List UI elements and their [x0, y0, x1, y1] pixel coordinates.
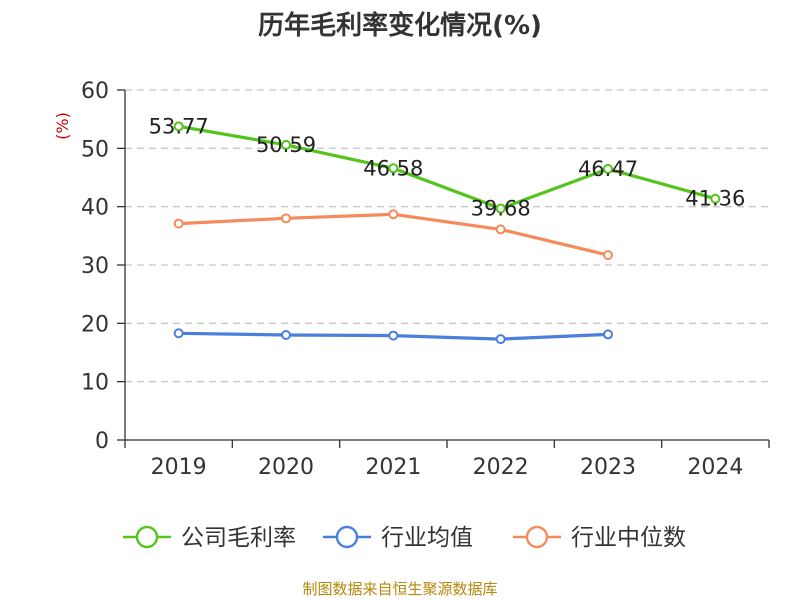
data-point: [495, 224, 506, 235]
data-point: [281, 139, 291, 150]
data-point: [173, 328, 184, 339]
data-point: [388, 209, 399, 220]
x-tick-label: 2022: [473, 455, 529, 480]
series-line-3: [177, 212, 610, 257]
data-point: [603, 329, 613, 340]
data-point: [603, 250, 613, 261]
series-group: 53.77 50.59 46.58 39.68 46.47 41.36: [149, 114, 745, 345]
data-point: [281, 330, 291, 340]
legend-marker: [335, 525, 359, 549]
x-tick-label: 2021: [365, 455, 421, 480]
data-label: 50.59: [256, 133, 316, 157]
data-point: [173, 121, 184, 132]
legend-marker: [525, 525, 549, 549]
chart-title: 历年毛利率变化情况(%): [258, 10, 542, 41]
data-point: [388, 330, 399, 341]
data-point: [173, 218, 184, 229]
y-tick-label: 20: [81, 312, 109, 337]
x-tick-label: 2023: [580, 455, 636, 480]
data-point: [495, 203, 506, 214]
legend: 公司毛利率 行业均值 行业中位数: [123, 525, 686, 551]
y-tick-label: 50: [81, 137, 109, 162]
data-point: [710, 193, 721, 204]
x-tick-label: 2019: [151, 455, 207, 480]
data-point: [495, 334, 506, 345]
data-point: [281, 213, 291, 224]
data-label: 46.58: [363, 156, 423, 180]
series-line-1: [177, 124, 717, 211]
y-tick-label: 0: [95, 429, 109, 454]
data-label: 53.77: [149, 114, 209, 138]
y-tick-label: 30: [81, 254, 109, 279]
y-axis-unit: (%): [53, 112, 72, 140]
legend-marker: [135, 525, 159, 549]
y-tick-label: 60: [81, 79, 109, 104]
source-note: 制图数据来自恒生聚源数据库: [302, 580, 497, 598]
legend-label: 行业均值: [381, 525, 473, 551]
data-label: 39.68: [471, 197, 531, 221]
axes: 0 10 20 30 40 50 60 2019 2020 2021 2022 2023 2024: [81, 79, 770, 480]
x-tick-label: 2024: [687, 455, 743, 480]
x-tick-label: 2020: [258, 455, 314, 480]
y-tick-label: 10: [81, 371, 109, 396]
y-tick-label: 40: [81, 196, 109, 221]
data-label: 46.47: [578, 157, 638, 181]
data-point: [603, 163, 613, 174]
data-point: [388, 163, 399, 174]
data-label: 41.36: [685, 187, 745, 211]
legend-label: 行业中位数: [571, 525, 686, 551]
legend-label: 公司毛利率: [181, 525, 296, 551]
